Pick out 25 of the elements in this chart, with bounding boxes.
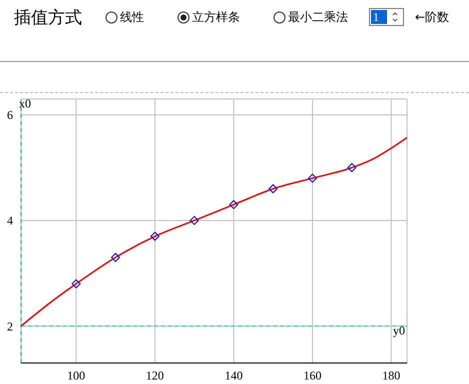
- chart-title: 插值方式: [14, 7, 82, 29]
- ref-line-label: x0: [19, 96, 31, 111]
- y-tick-label: 2: [7, 319, 13, 334]
- line-series: [21, 136, 407, 327]
- x-tick-label: 180: [382, 368, 400, 383]
- text: 线性: [120, 9, 144, 26]
- point: [190, 216, 199, 225]
- x-tick-label: 120: [146, 368, 164, 383]
- ref-line-label: y0: [393, 324, 405, 338]
- point: [268, 184, 278, 194]
- point: [229, 200, 238, 210]
- point: [72, 279, 81, 288]
- y-tick-label: 6: [7, 108, 13, 122]
- x-tick-label: 100: [67, 368, 86, 383]
- point: [150, 232, 160, 241]
- x-tick-label: 160: [303, 368, 322, 383]
- x-tick-label: 140: [224, 368, 243, 383]
- point: [347, 163, 356, 172]
- y-tick-label: 4: [7, 214, 13, 228]
- point: [111, 252, 120, 262]
- text: ←阶数: [415, 9, 450, 26]
- text: 立方样条: [192, 9, 240, 26]
- point: [308, 174, 317, 183]
- text: 最小二乘法: [288, 9, 348, 26]
- number-spinner: 1: [369, 8, 404, 26]
